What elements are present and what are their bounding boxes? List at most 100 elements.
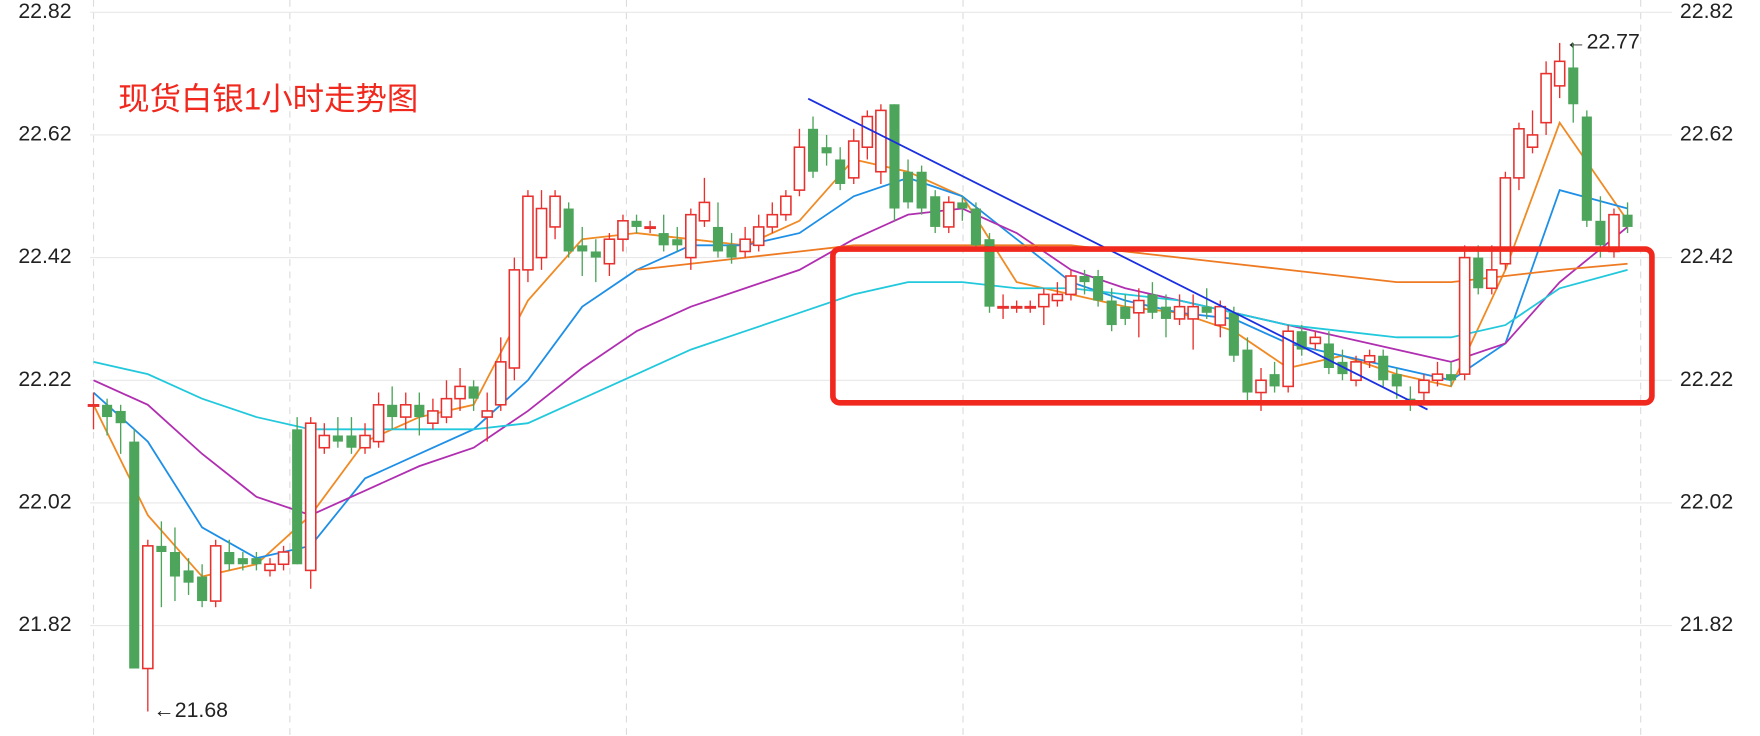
candle-body — [1065, 275, 1077, 296]
candle-body — [332, 435, 343, 442]
candle-body — [87, 404, 100, 407]
candle-body — [387, 404, 398, 418]
candle-body — [1269, 374, 1280, 387]
candle-body — [942, 201, 955, 228]
candle-body — [468, 386, 479, 399]
candle-body — [156, 545, 167, 552]
candle-body — [821, 147, 832, 154]
candle-body — [224, 552, 235, 565]
candle-body — [1173, 305, 1186, 320]
ma-line — [93, 268, 1628, 431]
candle-body — [535, 207, 548, 259]
y-tick-label: 22.42 — [18, 244, 71, 268]
chart-title: 现货白银1小时走势图 — [118, 81, 418, 116]
candle-body — [1051, 293, 1064, 302]
candle-body — [102, 404, 113, 418]
candle-body — [1133, 299, 1145, 314]
candle-body — [617, 220, 629, 240]
ma-line — [93, 207, 1629, 517]
candle-body — [997, 305, 1009, 309]
candle-body — [1024, 305, 1037, 309]
candle-body — [875, 109, 887, 173]
trend-line — [807, 97, 1428, 411]
candle-body — [522, 195, 534, 271]
grid — [90, 11, 1673, 627]
candle-body — [1160, 306, 1172, 319]
candle-body — [1187, 305, 1199, 320]
candle-body — [835, 159, 846, 184]
candle-body — [1595, 220, 1606, 246]
candle-body — [264, 563, 276, 572]
candle-body — [590, 251, 601, 258]
candle-body — [183, 570, 194, 583]
candle-body — [970, 208, 981, 246]
candle-body — [251, 558, 262, 565]
candle-body — [372, 404, 385, 443]
candle-body — [752, 226, 765, 247]
price-annotation: ←22.77 — [1565, 30, 1640, 54]
candle-body — [346, 435, 357, 448]
candle-body — [508, 269, 521, 369]
candle-body — [739, 238, 751, 253]
candle-body — [1363, 354, 1376, 363]
candle-body — [1337, 361, 1348, 375]
candle-body — [1526, 134, 1539, 148]
candle-body — [292, 429, 303, 565]
candle-body — [984, 239, 995, 307]
candle-body — [1485, 269, 1498, 290]
candle-body — [726, 245, 737, 258]
candle-body — [1242, 349, 1253, 393]
y2-tick-label: 22.82 — [1680, 0, 1733, 23]
y-tick-label: 22.22 — [18, 367, 71, 391]
candle-body — [197, 576, 208, 602]
y2-tick-label: 22.22 — [1680, 367, 1733, 391]
candle-body — [1037, 293, 1050, 308]
y-tick-label: 22.82 — [18, 0, 71, 23]
candle-body — [1147, 294, 1158, 313]
candle-body — [169, 552, 181, 577]
candle-body — [277, 551, 290, 566]
candle-body — [1622, 214, 1633, 227]
candle-body — [1282, 330, 1295, 388]
candle-body — [1296, 331, 1307, 350]
candle-body — [889, 104, 900, 209]
candle-body — [644, 226, 656, 230]
candle-body — [209, 545, 222, 602]
candle-body — [414, 404, 425, 418]
candle-body — [658, 233, 669, 246]
candle-body — [359, 434, 371, 449]
candle-body — [1568, 67, 1579, 105]
candle-body — [847, 140, 860, 179]
ma-lines — [92, 120, 1629, 578]
candle-body — [1079, 276, 1090, 283]
candle-body — [481, 410, 494, 418]
y-tick-label: 22.62 — [18, 122, 71, 146]
candle-body — [563, 208, 574, 252]
y-tick-label: 22.02 — [18, 490, 71, 514]
candle-body — [603, 238, 616, 265]
candle-body — [1553, 60, 1566, 87]
candle-body — [793, 146, 806, 191]
y2-tick-label: 22.42 — [1680, 244, 1733, 268]
y2-tick-label: 21.82 — [1680, 612, 1733, 636]
candle-body — [1309, 336, 1322, 345]
y2-tick-label: 22.02 — [1680, 490, 1733, 514]
candle-body — [1499, 177, 1512, 265]
price-annotation: ←21.68 — [153, 698, 228, 722]
candle-body — [1418, 379, 1430, 394]
candle-body — [1201, 306, 1212, 313]
candle-body — [1120, 306, 1131, 319]
candle-body — [1540, 72, 1552, 124]
candle-body — [549, 195, 561, 228]
candle-body — [1458, 256, 1471, 375]
candle-body — [780, 195, 792, 216]
candle-body — [957, 202, 968, 209]
candle-body — [115, 410, 126, 424]
candle-body — [903, 171, 914, 203]
candle-body — [807, 128, 819, 172]
candle-body — [399, 404, 412, 418]
ma-line — [92, 176, 1628, 560]
candle-body — [1093, 276, 1104, 301]
candle-body — [685, 213, 697, 259]
